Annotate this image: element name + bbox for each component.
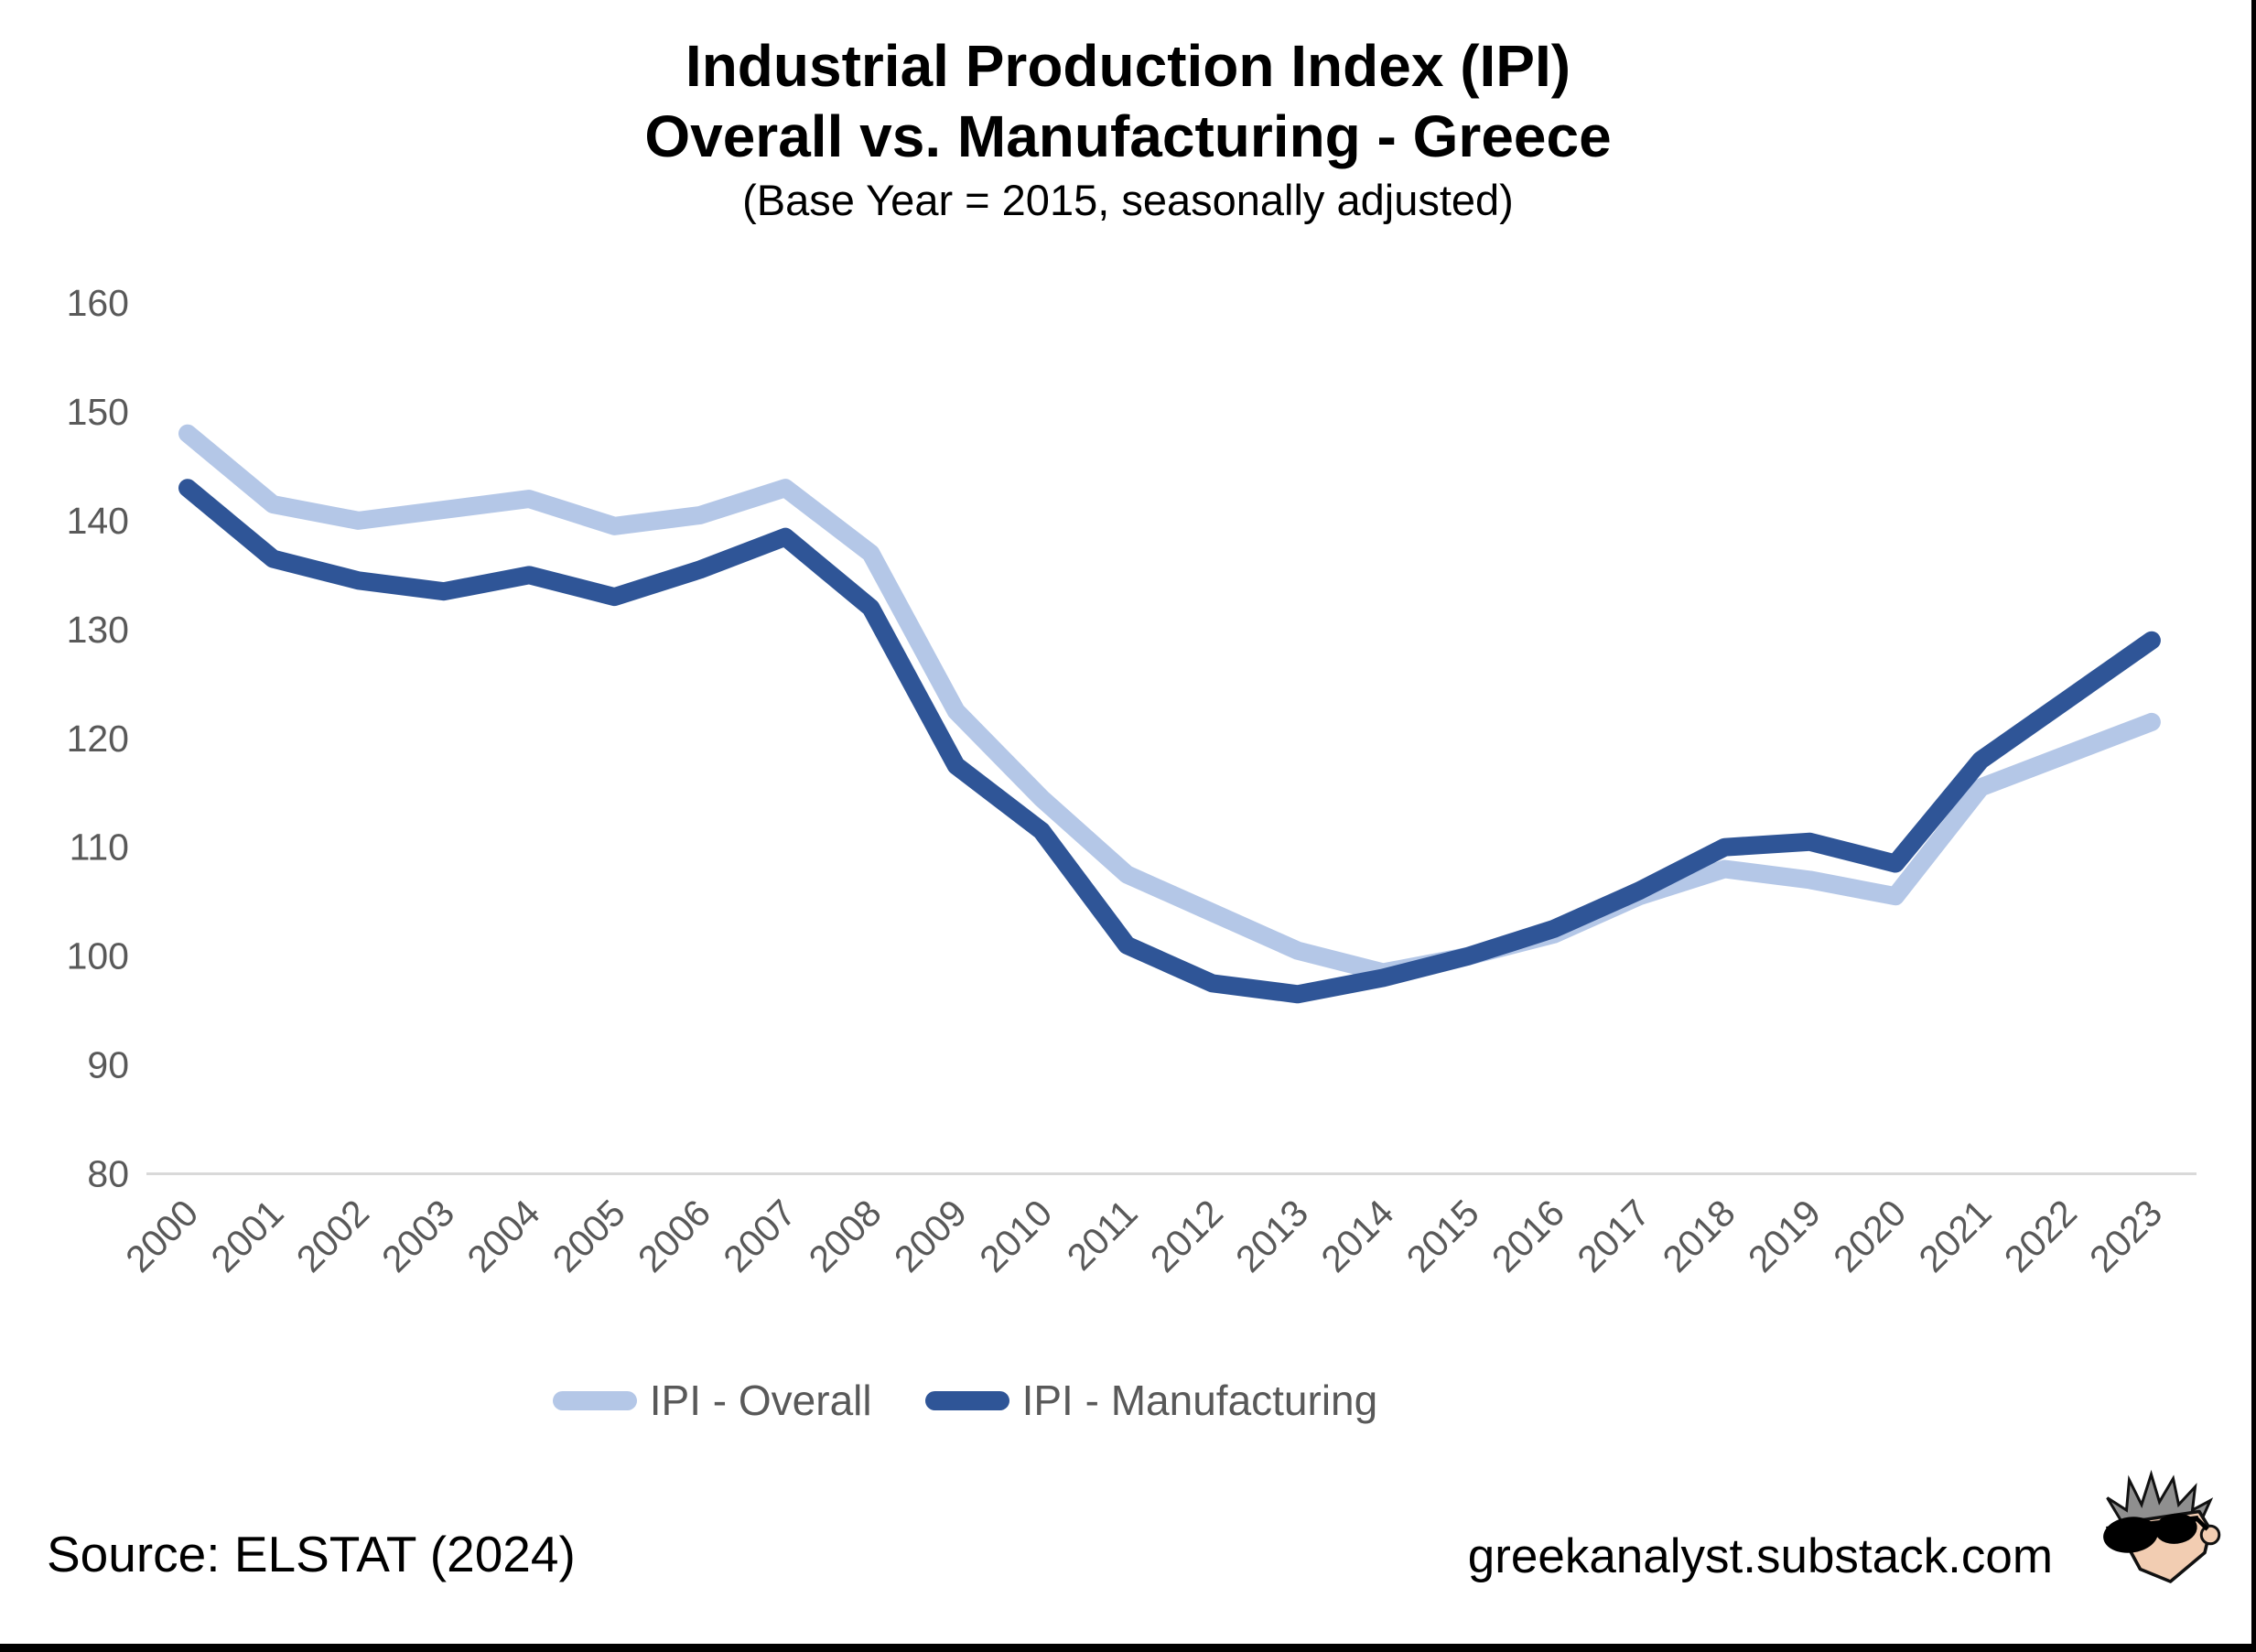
site-link: greekanalyst.substack.com: [1467, 1529, 2053, 1583]
y-tick-label: 150: [67, 391, 129, 433]
y-tick-label: 140: [67, 500, 129, 542]
x-tick-label: 2010: [971, 1192, 1060, 1280]
y-tick-label: 80: [87, 1153, 129, 1195]
legend-item-overall: IPI - Overall: [552, 1376, 872, 1425]
x-tick-label: 2017: [1569, 1192, 1657, 1280]
legend-label-overall: IPI - Overall: [649, 1377, 872, 1424]
x-tick-label: 2003: [373, 1192, 462, 1280]
chart-title-line2: Overall vs. Manufacturing - Greece: [644, 103, 1612, 169]
manufacturing-series-swatch-icon: [924, 1390, 1009, 1410]
x-tick-label: 2002: [288, 1192, 377, 1280]
chart-title-line1: Industrial Production Index (IPI): [685, 33, 1571, 99]
legend-label-manufacturing: IPI - Manufacturing: [1021, 1377, 1378, 1424]
x-tick-label: 2005: [545, 1192, 633, 1280]
x-tick-label: 2019: [1740, 1192, 1829, 1280]
manufacturing-series-line: [178, 479, 2161, 1004]
x-tick-label: 2001: [203, 1192, 292, 1280]
logo-sunglasses: [2103, 1513, 2209, 1553]
bottom-edge-bar: [0, 1644, 2256, 1652]
x-tick-label: 2004: [459, 1192, 548, 1280]
y-tick-label: 110: [70, 826, 129, 869]
chart-title-block: Industrial Production Index (IPI) Overal…: [0, 31, 2256, 229]
x-tick-label: 2022: [1996, 1192, 2085, 1280]
y-tick-label: 90: [87, 1044, 129, 1086]
x-tick-label: 2020: [1825, 1192, 1914, 1280]
greekanalyst-logo-icon: [2103, 1469, 2221, 1583]
x-tick-label: 2007: [715, 1192, 804, 1280]
x-tick-label: 2006: [630, 1192, 718, 1280]
y-tick-label: 100: [67, 935, 129, 977]
x-tick-label: 2008: [801, 1192, 890, 1280]
y-tick-label: 130: [67, 609, 129, 651]
y-tick-label: 120: [67, 718, 129, 760]
legend-item-manufacturing: IPI - Manufacturing: [924, 1376, 1378, 1425]
x-tick-label: 2021: [1911, 1192, 2000, 1280]
x-tick-label: 2015: [1398, 1192, 1487, 1280]
x-tick-label: 2011: [1059, 1192, 1146, 1279]
x-tick-label: 2016: [1484, 1192, 1572, 1280]
x-tick-label: 2018: [1655, 1192, 1743, 1280]
right-edge-bar: [2251, 0, 2256, 1652]
y-tick-label: 160: [67, 282, 129, 324]
x-tick-label: 2012: [1142, 1192, 1231, 1280]
overall-series-line: [178, 424, 2161, 982]
x-tick-label: 2009: [886, 1192, 975, 1280]
chart-subtitle: (Base Year = 2015, seasonally adjusted): [742, 176, 1514, 224]
x-tick-label: 2013: [1227, 1192, 1316, 1280]
overall-series-swatch-icon: [552, 1390, 637, 1410]
source-note: Source: ELSTAT (2024): [47, 1526, 576, 1582]
x-tick-label: 2000: [117, 1192, 206, 1280]
legend: IPI - Overall IPI - Manufacturing: [0, 1376, 2256, 1425]
x-tick-label: 2014: [1313, 1192, 1402, 1280]
x-tick-label: 2023: [2081, 1192, 2170, 1280]
